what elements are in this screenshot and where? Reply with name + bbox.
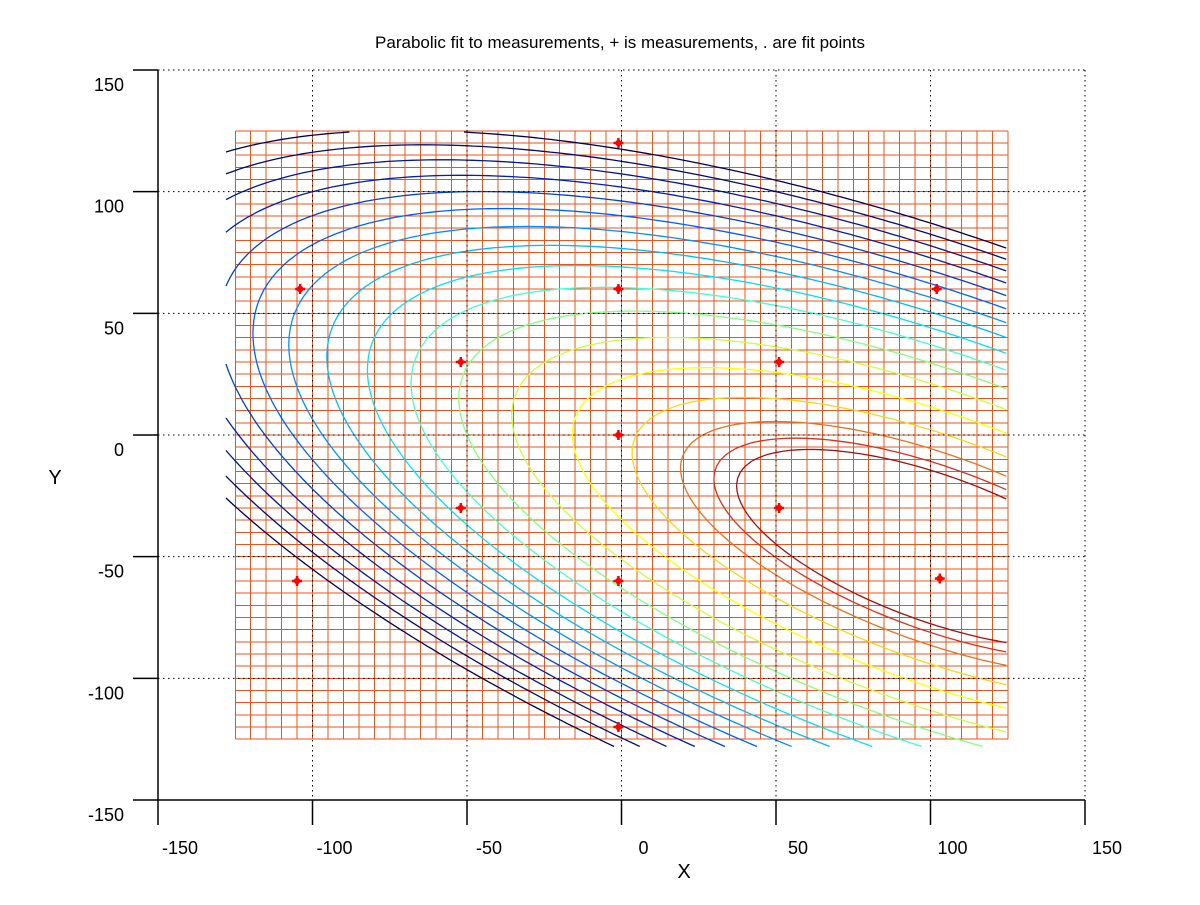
contour-line: [225, 144, 1007, 748]
contour-line: [571, 367, 1007, 709]
y-tick-label: 150: [94, 75, 124, 95]
contour-line: [225, 174, 1007, 748]
fit-point-dot: [775, 504, 783, 512]
measurement-point: [613, 430, 624, 440]
measurement-point: [931, 284, 942, 294]
fit-point-dot: [293, 577, 301, 585]
measurement-point: [613, 284, 624, 294]
y-tick-label: -100: [88, 683, 124, 703]
fit-point-dot: [615, 577, 622, 585]
x-tick-label: -50: [476, 838, 502, 858]
measurement-point: [613, 576, 624, 586]
measurement-point: [292, 576, 303, 586]
contour-line: [225, 190, 1007, 748]
contour-line: [713, 437, 1007, 653]
x-tick-label: 50: [788, 838, 808, 858]
contour-lines: [225, 131, 1007, 748]
contour-line: [326, 244, 1007, 748]
contour-line: [679, 420, 1007, 666]
y-tick-label: 0: [114, 440, 124, 460]
measurement-point: [934, 573, 945, 584]
contour-line: [458, 310, 1007, 748]
x-axis-label: X: [677, 861, 690, 883]
chart-title: Parabolic fit to measurements, + is meas…: [375, 33, 865, 52]
fit-point-dot: [615, 139, 622, 147]
x-tick-label: -150: [162, 838, 198, 858]
fit-point-dot: [615, 723, 622, 731]
measurement-point: [295, 284, 306, 294]
y-tick-label: 100: [94, 197, 124, 217]
fit-point-dot: [457, 358, 465, 366]
fit-point-dot: [457, 504, 465, 512]
contour-line: [288, 225, 1007, 748]
fit-point-dot: [615, 285, 622, 293]
y-tick-label: -50: [98, 562, 124, 582]
x-tick-label: 0: [638, 838, 648, 858]
contour-line: [511, 336, 1007, 733]
y-tick-label: -150: [88, 805, 124, 825]
measurement-point: [774, 503, 785, 513]
axes: -150 -100 -50 0 50 100 150 150 100 50 0 -50 -100 -150: [88, 69, 1122, 858]
fit-point-dot: [296, 285, 304, 293]
measurement-point: [774, 357, 785, 367]
fit-point-dot: [615, 431, 622, 439]
x-tick-label: 100: [937, 838, 967, 858]
contour-line: [735, 448, 1007, 644]
fit-point-dot: [775, 358, 783, 366]
x-tick-label: -100: [316, 838, 352, 858]
contour-line: [252, 207, 1007, 748]
x-tick-label: 150: [1092, 838, 1122, 858]
y-axis-label: Y: [48, 467, 61, 489]
measurement-point: [613, 722, 624, 732]
contour-line: [631, 396, 1007, 686]
fit-point-dot: [936, 575, 943, 582]
contour-line: [225, 131, 1007, 748]
measurement-point: [455, 357, 466, 367]
measurement-markers: [292, 138, 945, 732]
measurement-point: [613, 138, 624, 148]
y-tick-label: 50: [104, 318, 124, 338]
fit-point-dot: [933, 285, 940, 293]
measurement-point: [455, 503, 466, 513]
contour-line: [410, 286, 1007, 748]
contour-line: [225, 159, 1007, 748]
